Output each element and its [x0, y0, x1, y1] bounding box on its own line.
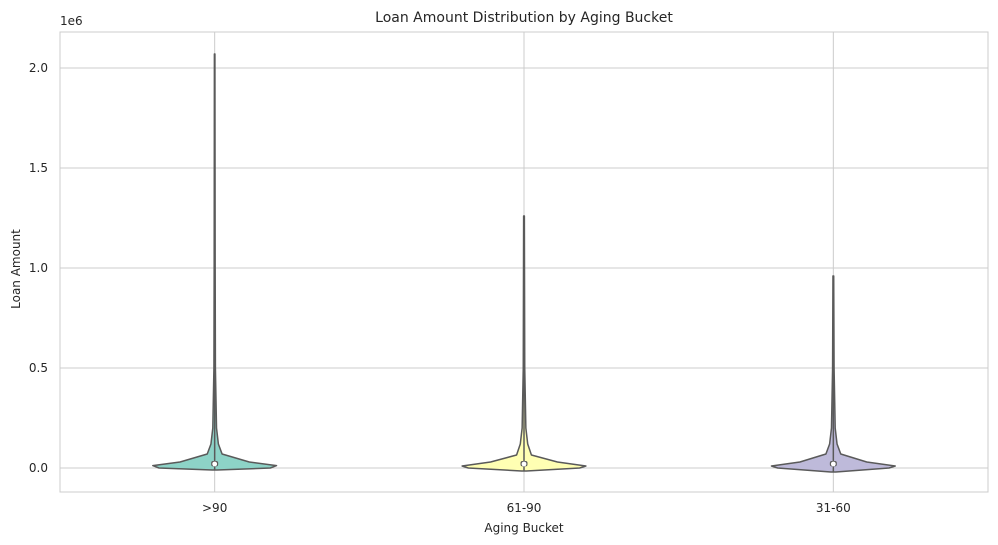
- violin-median: [212, 461, 218, 467]
- violins: [152, 53, 896, 473]
- x-tick-labels: >90 61-90 31-60: [202, 501, 851, 515]
- plot-frame: [59, 31, 989, 493]
- x-tick-label: 31-60: [816, 501, 851, 515]
- x-axis-label: Aging Bucket: [484, 521, 564, 535]
- y-tick-label: 2.0: [29, 61, 48, 75]
- x-tick-label: >90: [202, 501, 227, 515]
- chart-title: Loan Amount Distribution by Aging Bucket: [375, 10, 673, 26]
- violin-median: [521, 461, 527, 467]
- y-tick-label: 1.5: [29, 161, 48, 175]
- y-tick-labels: 0.0 0.5 1.0 1.5 2.0: [29, 61, 48, 475]
- y-tick-label: 1.0: [29, 261, 48, 275]
- violin-median: [830, 461, 836, 467]
- x-tick-label: 61-90: [507, 501, 542, 515]
- y-offset-label: 1e6: [60, 14, 83, 28]
- y-tick-label: 0.5: [29, 361, 48, 375]
- y-axis-label: Loan Amount: [9, 229, 23, 309]
- y-tick-label: 0.0: [29, 461, 48, 475]
